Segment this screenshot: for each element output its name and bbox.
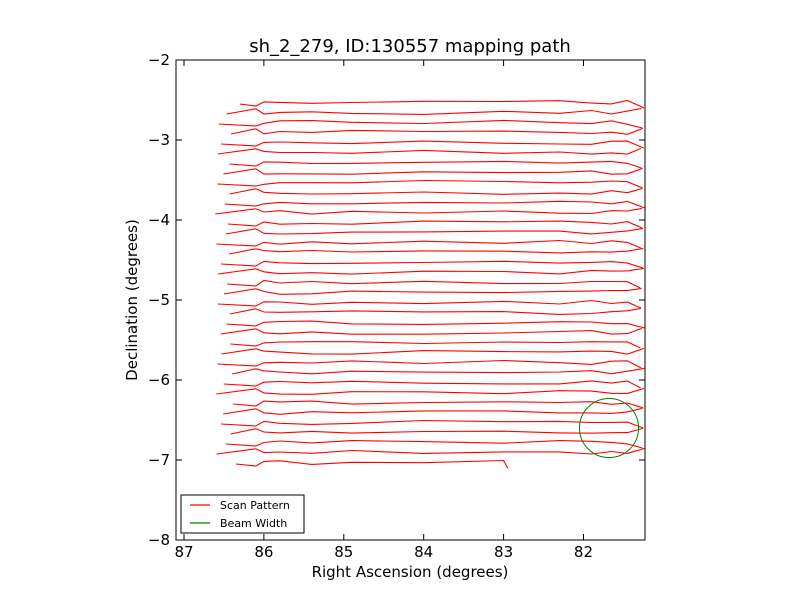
scan-row xyxy=(232,367,645,375)
legend-beam-label: Beam Width xyxy=(220,517,287,530)
scan-row xyxy=(227,279,641,289)
scan-row xyxy=(223,380,641,389)
scan-row xyxy=(218,119,643,129)
scan-row xyxy=(220,419,644,429)
x-tick-label: 82 xyxy=(574,543,593,561)
scan-row xyxy=(221,140,644,149)
legend-scan-label: Scan Pattern xyxy=(220,499,290,512)
chart-title: sh_2_279, ID:130557 mapping path xyxy=(249,36,571,57)
x-axis-label: Right Ascension (degrees) xyxy=(312,563,509,581)
x-tick-label: 84 xyxy=(414,543,433,561)
scan-row xyxy=(225,440,643,449)
scan-row xyxy=(216,447,645,455)
scan-row xyxy=(217,147,642,155)
scan-row xyxy=(230,127,643,135)
scan-row xyxy=(220,260,644,269)
y-tick-label: −5 xyxy=(148,291,170,309)
scan-row xyxy=(223,287,642,295)
y-tick-label: −4 xyxy=(148,211,170,229)
y-axis: −2 −3 −4 −5 −6 −7 −8 xyxy=(148,51,645,549)
scan-row xyxy=(226,107,642,115)
x-tick-label: 85 xyxy=(334,543,353,561)
y-axis-label: Declination (degrees) xyxy=(123,219,141,381)
scan-row xyxy=(229,187,643,195)
scan-row xyxy=(216,387,645,395)
scan-row xyxy=(227,220,643,229)
x-axis: 87 86 85 84 83 82 xyxy=(174,60,593,561)
scan-row xyxy=(230,427,644,435)
scan-row xyxy=(221,347,645,355)
scan-row xyxy=(230,341,641,349)
scan-pattern-series xyxy=(215,99,646,469)
plot-background xyxy=(176,60,645,540)
scan-row xyxy=(224,200,646,209)
scan-row xyxy=(217,359,642,369)
beam-width-circle xyxy=(578,397,640,459)
scan-row xyxy=(216,239,642,249)
y-tick-label: −3 xyxy=(148,131,170,149)
x-tick-label: 83 xyxy=(494,543,513,561)
scan-row xyxy=(223,167,643,175)
scan-row xyxy=(218,267,644,275)
legend: Scan Pattern Beam Width xyxy=(180,494,305,534)
y-tick-label: −2 xyxy=(148,51,170,69)
scan-row xyxy=(229,307,641,315)
scan-row xyxy=(223,407,643,415)
scan-row xyxy=(229,160,642,169)
scan-row xyxy=(232,400,644,409)
scan-row xyxy=(225,227,644,235)
scan-row xyxy=(226,320,645,329)
scan-row xyxy=(217,299,642,309)
scan-row xyxy=(228,247,644,255)
scan-row xyxy=(220,327,643,335)
x-tick-label: 87 xyxy=(174,543,193,561)
legend-box xyxy=(180,494,305,534)
x-tick-label: 86 xyxy=(254,543,273,561)
scan-row xyxy=(217,179,643,189)
scan-row xyxy=(215,207,643,215)
y-tick-label: −8 xyxy=(148,531,170,549)
scan-row xyxy=(235,459,509,469)
plot-area xyxy=(175,59,646,541)
y-tick-label: −7 xyxy=(148,451,170,469)
scan-row xyxy=(239,99,645,109)
y-tick-label: −6 xyxy=(148,371,170,389)
